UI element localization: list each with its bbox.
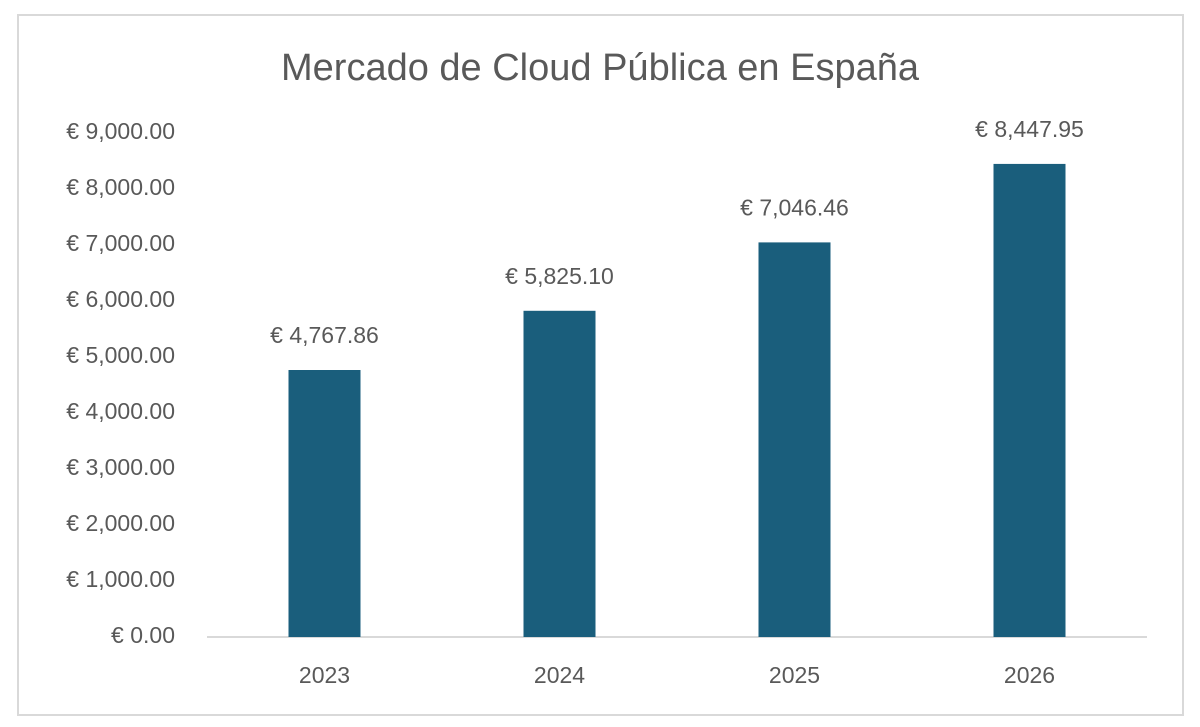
chart-title: Mercado de Cloud Pública en España — [281, 47, 920, 89]
chart-border — [17, 14, 1184, 716]
x-tick-label: 2026 — [1004, 662, 1055, 688]
y-tick-label: € 6,000.00 — [66, 286, 175, 312]
data-label: € 5,825.10 — [505, 263, 614, 289]
bar — [288, 369, 361, 637]
y-tick-label: € 3,000.00 — [66, 454, 175, 480]
y-tick-label: € 4,000.00 — [66, 398, 175, 424]
data-label: € 4,767.86 — [270, 322, 379, 348]
bar — [523, 310, 596, 637]
data-label: € 8,447.95 — [975, 116, 1084, 142]
bar — [758, 242, 831, 637]
y-tick-label: € 2,000.00 — [66, 510, 175, 536]
y-tick-label: € 9,000.00 — [66, 118, 175, 144]
x-tick-label: 2025 — [769, 662, 820, 688]
y-tick-label: € 7,000.00 — [66, 230, 175, 256]
x-tick-label: 2023 — [299, 662, 350, 688]
y-tick-label: € 5,000.00 — [66, 342, 175, 368]
y-tick-label: € 0.00 — [111, 622, 175, 648]
bar — [993, 163, 1066, 637]
x-tick-label: 2024 — [534, 662, 585, 688]
y-tick-label: € 8,000.00 — [66, 174, 175, 200]
y-tick-label: € 1,000.00 — [66, 566, 175, 592]
data-label: € 7,046.46 — [740, 194, 849, 220]
